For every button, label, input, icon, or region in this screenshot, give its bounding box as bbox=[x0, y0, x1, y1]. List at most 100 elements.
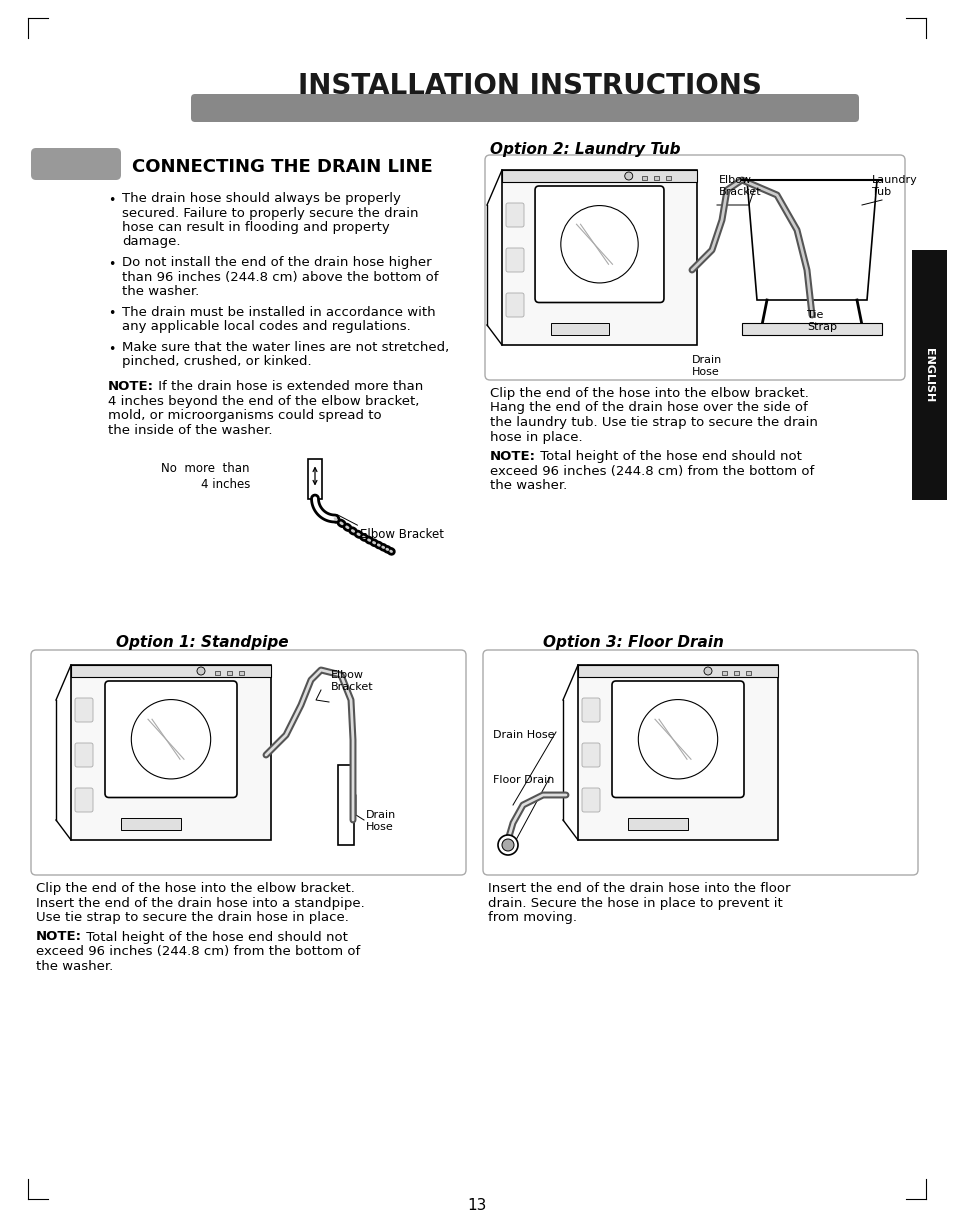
Text: the inside of the washer.: the inside of the washer. bbox=[108, 424, 273, 437]
Text: mold, or microorganisms could spread to: mold, or microorganisms could spread to bbox=[108, 409, 381, 422]
FancyBboxPatch shape bbox=[484, 155, 904, 380]
FancyBboxPatch shape bbox=[581, 787, 599, 812]
Text: than 96 inches (244.8 cm) above the bottom of: than 96 inches (244.8 cm) above the bott… bbox=[122, 270, 438, 284]
Text: The drain must be installed in accordance with: The drain must be installed in accordanc… bbox=[122, 305, 436, 319]
FancyBboxPatch shape bbox=[30, 148, 121, 180]
Text: NOTE:: NOTE: bbox=[108, 381, 153, 393]
Bar bbox=[121, 818, 181, 830]
Text: Insert the end of the drain hose into the floor: Insert the end of the drain hose into th… bbox=[488, 882, 790, 894]
Circle shape bbox=[501, 839, 514, 851]
Bar bbox=[641, 176, 647, 180]
Polygon shape bbox=[746, 180, 876, 301]
Text: hose in place.: hose in place. bbox=[490, 431, 582, 443]
Text: Floor Drain: Floor Drain bbox=[493, 775, 554, 785]
Bar bbox=[578, 664, 778, 840]
Bar bbox=[627, 818, 687, 830]
Text: from moving.: from moving. bbox=[488, 912, 577, 924]
FancyBboxPatch shape bbox=[505, 248, 523, 273]
Text: Option 1: Standpipe: Option 1: Standpipe bbox=[116, 635, 289, 650]
Bar bbox=[911, 249, 946, 500]
Bar bbox=[214, 671, 220, 675]
Text: 13: 13 bbox=[467, 1198, 486, 1213]
Text: INSTALLATION INSTRUCTIONS: INSTALLATION INSTRUCTIONS bbox=[297, 72, 761, 100]
Text: •: • bbox=[108, 194, 115, 207]
Text: The drain hose should always be properly: The drain hose should always be properly bbox=[122, 192, 400, 204]
Text: CONNECTING THE DRAIN LINE: CONNECTING THE DRAIN LINE bbox=[132, 158, 433, 176]
Bar bbox=[745, 671, 750, 675]
Text: secured. Failure to properly secure the drain: secured. Failure to properly secure the … bbox=[122, 207, 418, 219]
Text: any applicable local codes and regulations.: any applicable local codes and regulatio… bbox=[122, 320, 411, 333]
Bar bbox=[578, 664, 778, 677]
Text: Drain Hose: Drain Hose bbox=[493, 730, 554, 740]
Bar bbox=[239, 671, 244, 675]
Text: Total height of the hose end should not: Total height of the hose end should not bbox=[82, 931, 348, 943]
Bar bbox=[501, 170, 697, 344]
Bar bbox=[721, 671, 726, 675]
Text: 4 inches beyond the end of the elbow bracket,: 4 inches beyond the end of the elbow bra… bbox=[108, 396, 419, 408]
Text: damage.: damage. bbox=[122, 236, 180, 248]
FancyBboxPatch shape bbox=[75, 699, 92, 722]
FancyBboxPatch shape bbox=[191, 94, 858, 122]
Text: Drain
Hose: Drain Hose bbox=[366, 811, 395, 831]
Text: •: • bbox=[108, 258, 115, 271]
Text: •: • bbox=[108, 308, 115, 320]
Bar bbox=[741, 323, 882, 335]
Text: Use tie strap to secure the drain hose in place.: Use tie strap to secure the drain hose i… bbox=[36, 912, 349, 924]
Text: No  more  than
4 inches: No more than 4 inches bbox=[161, 461, 250, 492]
Text: Clip the end of the hose into the elbow bracket.: Clip the end of the hose into the elbow … bbox=[490, 387, 808, 400]
Text: exceed 96 inches (244.8 cm) from the bottom of: exceed 96 inches (244.8 cm) from the bot… bbox=[490, 465, 814, 477]
Text: the laundry tub. Use tie strap to secure the drain: the laundry tub. Use tie strap to secure… bbox=[490, 416, 817, 430]
Text: •: • bbox=[108, 342, 115, 355]
Circle shape bbox=[624, 172, 632, 180]
Bar bbox=[665, 176, 670, 180]
Text: Total height of the hose end should not: Total height of the hose end should not bbox=[536, 450, 801, 462]
Text: Elbow
Bracket: Elbow Bracket bbox=[719, 175, 760, 197]
Text: NOTE:: NOTE: bbox=[490, 450, 536, 462]
Text: Option 2: Laundry Tub: Option 2: Laundry Tub bbox=[490, 142, 679, 157]
Text: If the drain hose is extended more than: If the drain hose is extended more than bbox=[153, 381, 423, 393]
Text: Drain
Hose: Drain Hose bbox=[691, 355, 721, 376]
FancyBboxPatch shape bbox=[535, 186, 663, 303]
FancyBboxPatch shape bbox=[505, 293, 523, 316]
FancyBboxPatch shape bbox=[482, 650, 917, 875]
FancyBboxPatch shape bbox=[505, 203, 523, 228]
Text: Make sure that the water lines are not stretched,: Make sure that the water lines are not s… bbox=[122, 341, 449, 353]
Text: Option 3: Floor Drain: Option 3: Floor Drain bbox=[542, 635, 723, 650]
FancyBboxPatch shape bbox=[30, 650, 465, 875]
FancyBboxPatch shape bbox=[75, 787, 92, 812]
Text: Tie
Strap: Tie Strap bbox=[806, 310, 836, 331]
FancyBboxPatch shape bbox=[612, 682, 743, 797]
Text: Clip the end of the hose into the elbow bracket.: Clip the end of the hose into the elbow … bbox=[36, 882, 355, 894]
Text: ENGLISH: ENGLISH bbox=[923, 348, 933, 402]
Circle shape bbox=[196, 667, 205, 675]
Text: Elbow
Bracket: Elbow Bracket bbox=[331, 671, 374, 691]
Bar bbox=[227, 671, 232, 675]
Circle shape bbox=[497, 835, 517, 856]
Text: the washer.: the washer. bbox=[122, 285, 199, 298]
Bar bbox=[337, 765, 354, 845]
Bar bbox=[550, 323, 609, 335]
Circle shape bbox=[703, 667, 711, 675]
Text: Laundry
Tub: Laundry Tub bbox=[871, 175, 917, 197]
Text: pinched, crushed, or kinked.: pinched, crushed, or kinked. bbox=[122, 355, 312, 368]
Text: Elbow Bracket: Elbow Bracket bbox=[359, 528, 443, 542]
Bar bbox=[71, 664, 271, 840]
Bar bbox=[308, 459, 322, 499]
Bar bbox=[654, 176, 659, 180]
FancyBboxPatch shape bbox=[75, 744, 92, 767]
Text: drain. Secure the hose in place to prevent it: drain. Secure the hose in place to preve… bbox=[488, 897, 781, 909]
Bar bbox=[71, 664, 271, 677]
Bar bbox=[501, 170, 697, 183]
Text: Do not install the end of the drain hose higher: Do not install the end of the drain hose… bbox=[122, 256, 431, 269]
Text: the washer.: the washer. bbox=[490, 479, 567, 492]
Text: the washer.: the washer. bbox=[36, 959, 113, 972]
FancyBboxPatch shape bbox=[581, 699, 599, 722]
Bar bbox=[733, 671, 739, 675]
Text: Insert the end of the drain hose into a standpipe.: Insert the end of the drain hose into a … bbox=[36, 897, 364, 909]
Text: NOTE:: NOTE: bbox=[36, 931, 82, 943]
FancyBboxPatch shape bbox=[581, 744, 599, 767]
Text: hose can result in flooding and property: hose can result in flooding and property bbox=[122, 221, 390, 234]
Text: exceed 96 inches (244.8 cm) from the bottom of: exceed 96 inches (244.8 cm) from the bot… bbox=[36, 944, 360, 958]
Text: Hang the end of the drain hose over the side of: Hang the end of the drain hose over the … bbox=[490, 402, 807, 415]
FancyBboxPatch shape bbox=[105, 682, 236, 797]
